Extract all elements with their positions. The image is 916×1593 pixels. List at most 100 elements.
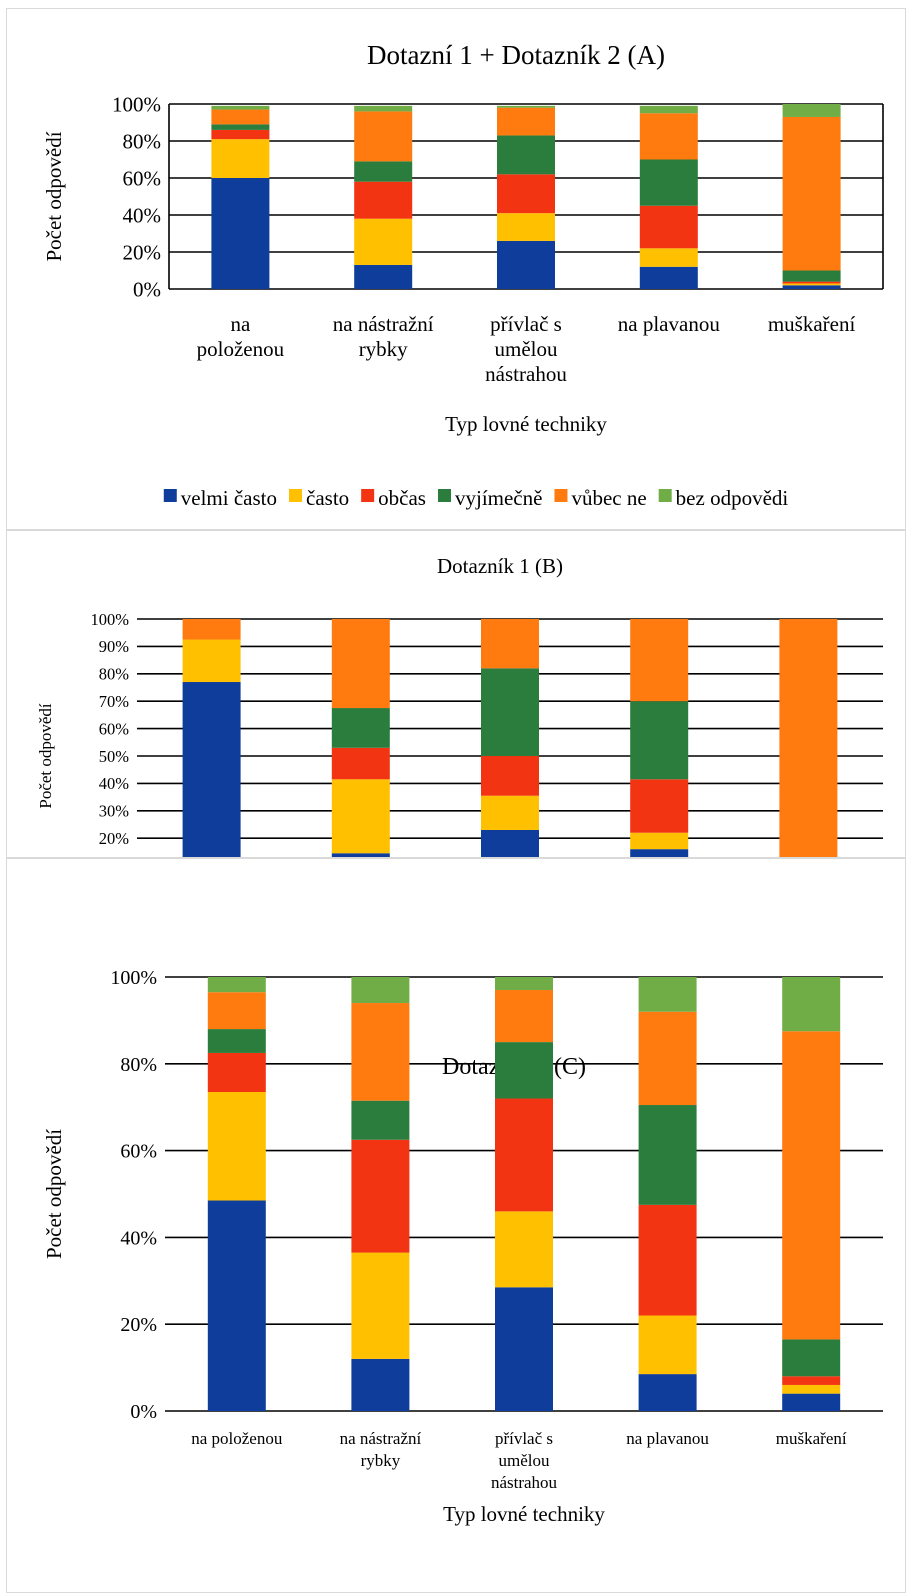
y-tick-label: 40% <box>99 774 130 793</box>
y-tick-label: 60% <box>123 166 162 190</box>
bar-segment-vubec-ne <box>782 116 841 271</box>
x-category-label: na nástražní <box>340 1429 422 1448</box>
bar-segment-vyjimecne <box>207 1029 266 1053</box>
bar-segment-casto <box>638 1315 697 1375</box>
y-tick-label: 60% <box>120 1141 157 1163</box>
bar-segment-obcas <box>497 174 555 214</box>
bar-segment-velmi-casto <box>331 853 390 857</box>
bar-segment-velmi-casto <box>351 1358 410 1411</box>
bar-segment-velmi-casto <box>481 829 539 857</box>
bar-segment-velmi-casto <box>782 285 841 289</box>
legend-swatch-vyjimecne <box>437 489 451 502</box>
bar-segment-obcas <box>481 756 539 796</box>
x-category-label: umělou <box>499 1451 550 1470</box>
bar-segment-velmi-casto <box>182 682 241 857</box>
bar-segment-velmi-casto <box>207 1200 266 1411</box>
bar-segment-casto <box>495 1211 553 1288</box>
bar-segment-bez-odpovedi <box>211 105 270 110</box>
bar-segment-vyjimecne <box>782 270 841 282</box>
bar-segment-vubec-ne <box>639 113 698 160</box>
bar-segment-obcas <box>638 1204 697 1316</box>
legend-label-vubec-ne: vůbec ne <box>571 486 646 510</box>
bar-segment-vubec-ne <box>351 1003 410 1101</box>
y-tick-label: 50% <box>99 747 130 766</box>
bar-segment-obcas <box>351 1139 410 1253</box>
y-axis-title: Počet odpovědí <box>36 703 55 809</box>
y-tick-label: 20% <box>120 1314 157 1336</box>
bar-segment-casto <box>782 283 841 286</box>
legend-label-vyjimecne: vyjímečně <box>455 486 542 510</box>
x-category-label: na nástražní <box>333 312 434 336</box>
bar-segment-velmi-casto <box>211 178 270 289</box>
bar-segment-casto <box>782 1384 841 1394</box>
bar-segment-bez-odpovedi <box>497 105 555 108</box>
bar-segment-vyjimecne <box>639 159 698 206</box>
y-tick-label: 40% <box>123 203 162 227</box>
y-tick-label: 30% <box>99 802 130 821</box>
bar-segment-vubec-ne <box>497 107 555 136</box>
x-category-label: přívlač s <box>495 1429 553 1448</box>
bar-segment-vyjimecne <box>630 701 689 780</box>
x-category-label: umělou <box>495 337 558 361</box>
bar-segment-obcas <box>495 1098 553 1212</box>
x-category-label: nástrahou <box>485 362 567 386</box>
y-axis-title: Počet odpovědí <box>42 131 66 261</box>
bar-segment-velmi-casto <box>638 1374 697 1411</box>
bar-segment-casto <box>351 1252 410 1359</box>
bar-segment-obcas <box>630 779 689 833</box>
x-category-label: na plavanou <box>618 312 721 336</box>
bar-segment-vyjimecne <box>481 668 539 756</box>
bar-segment-vyjimecne <box>638 1105 697 1205</box>
bar-segment-casto <box>354 218 413 265</box>
bar-segment-bez-odpovedi <box>351 977 410 1004</box>
y-tick-label: 80% <box>120 1054 157 1076</box>
y-tick-label: 100% <box>91 610 130 629</box>
y-tick-label: 60% <box>99 719 130 738</box>
bar-segment-obcas <box>782 281 841 284</box>
y-tick-label: 0% <box>133 277 161 301</box>
x-category-label: rybky <box>361 1451 401 1470</box>
x-category-label: přívlač s <box>490 312 562 336</box>
bar-segment-bez-odpovedi <box>638 977 697 1012</box>
bar-segment-vubec-ne <box>211 109 270 125</box>
bar-segment-casto <box>497 213 555 241</box>
y-tick-label: 90% <box>99 637 130 656</box>
x-category-label: muškaření <box>768 312 856 336</box>
bar-segment-obcas <box>207 1052 266 1093</box>
chart-a: Dotazní 1 + Dotazník 2 (A) 0% 20% 40% 60% 80%… <box>42 40 884 510</box>
bar-segment-vubec-ne <box>630 619 689 702</box>
legend-swatch-vubec-ne <box>554 489 568 502</box>
x-category-label: na <box>230 312 251 336</box>
bar-segment-bez-odpovedi <box>639 105 698 114</box>
bar-segment-bez-odpovedi <box>495 977 553 991</box>
bar-segment-vubec-ne <box>182 619 241 640</box>
bar-segment-vubec-ne <box>638 1011 697 1106</box>
y-tick-label: 20% <box>99 829 130 848</box>
bar-segment-obcas <box>639 205 698 249</box>
legend-swatch-bez-odpovedi <box>658 489 672 502</box>
chart-panel-a: Dotazní 1 + Dotazník 2 (A) 0% 20% 40% 60% 80%… <box>6 8 906 530</box>
bar-segment-obcas <box>331 747 390 780</box>
bar-segment-vubec-ne <box>331 619 390 709</box>
y-tick-label: 0% <box>130 1401 157 1423</box>
bar-segment-bez-odpovedi <box>782 977 841 1032</box>
bar-segment-vyjimecne <box>497 135 555 175</box>
legend-label-bez-odpovedi: bez odpovědi <box>676 486 789 510</box>
x-category-label: muškaření <box>776 1429 847 1448</box>
bar-segment-velmi-casto <box>639 266 698 289</box>
bar-segment-vyjimecne <box>211 124 270 130</box>
bar-segment-vubec-ne <box>481 619 539 669</box>
legend: velmi často často občas vyjímečně vůbec ne be… <box>163 486 789 510</box>
legend-label-velmi-casto: velmi často <box>181 486 277 510</box>
bar-segment-vyjimecne <box>331 708 390 748</box>
bar-segment-bez-odpovedi <box>354 105 413 112</box>
bar-segment-casto <box>481 795 539 830</box>
bar-segment-bez-odpovedi <box>782 104 841 117</box>
chart-panel-b: Dotazník 1 (B)0%10%20%30%40%50%60%70%80%… <box>6 530 906 858</box>
chart-title: Dotazní 1 + Dotazník 2 (A) <box>367 40 665 70</box>
legend-swatch-casto <box>289 489 303 502</box>
y-tick-label: 100% <box>112 92 161 116</box>
legend-swatch-obcas <box>361 489 375 502</box>
bar-segment-casto <box>639 248 698 267</box>
x-axis-title: Typ lovné techniky <box>443 1502 605 1526</box>
